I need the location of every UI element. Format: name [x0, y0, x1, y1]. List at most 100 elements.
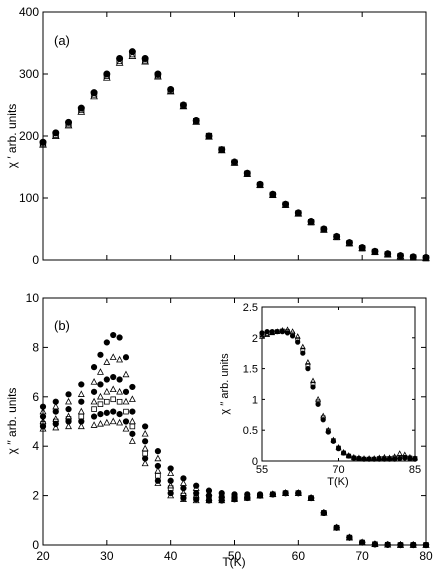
data-point	[97, 381, 104, 388]
data-point	[91, 406, 97, 412]
data-point	[129, 408, 136, 415]
data-point	[78, 106, 85, 114]
data-point	[290, 331, 295, 337]
data-point	[116, 57, 123, 65]
data-point	[386, 454, 393, 461]
data-point	[243, 494, 251, 501]
data-point	[142, 57, 149, 64]
data-point	[103, 387, 111, 395]
data-point	[90, 413, 98, 420]
data-point	[129, 423, 136, 430]
data-point	[109, 353, 117, 360]
data-point	[333, 523, 341, 531]
data-point	[397, 454, 403, 460]
x-tick-label: 50	[228, 549, 242, 563]
data-point	[269, 329, 276, 336]
data-point	[167, 491, 175, 499]
panel-a: 0 100 200 300 400 χ ′ arb. units (a)	[5, 5, 430, 267]
data-point	[154, 454, 162, 462]
data-point	[307, 494, 315, 501]
data-point	[376, 454, 383, 461]
data-point	[167, 87, 174, 94]
data-point	[294, 489, 302, 496]
data-point	[52, 408, 59, 415]
data-point	[305, 363, 311, 368]
data-point	[128, 437, 136, 444]
data-point	[122, 354, 130, 361]
data-point	[336, 445, 341, 451]
data-point	[315, 401, 321, 407]
data-point	[104, 398, 110, 405]
data-point	[64, 121, 73, 129]
data-point	[65, 391, 72, 398]
y-tick-label: 6	[32, 390, 39, 404]
data-point	[325, 426, 332, 433]
x-tick-label: 60	[292, 549, 306, 563]
data-point	[192, 496, 200, 504]
data-point	[110, 331, 117, 339]
data-point	[65, 418, 72, 425]
inset-background	[262, 307, 415, 461]
y-tick-label: 0	[32, 253, 39, 267]
data-point	[154, 462, 161, 470]
data-point	[244, 170, 251, 177]
data-point	[401, 451, 408, 458]
y-tick-label: 2	[32, 489, 39, 503]
data-point	[384, 540, 392, 548]
data-point	[331, 438, 336, 444]
data-point	[154, 70, 162, 78]
data-point	[122, 388, 130, 395]
inset-x-axis-label: T(K)	[327, 476, 348, 488]
data-point	[109, 417, 117, 425]
data-point	[141, 429, 149, 437]
data-point	[65, 422, 72, 430]
data-point	[315, 396, 322, 402]
data-point	[78, 418, 85, 425]
data-point	[269, 329, 275, 335]
data-point	[295, 339, 301, 345]
x-tick-label: 30	[100, 549, 114, 563]
data-point	[180, 485, 187, 492]
data-point	[128, 395, 136, 402]
data-point	[387, 456, 392, 461]
data-point	[142, 438, 149, 445]
data-point	[325, 428, 331, 434]
data-point	[397, 253, 404, 260]
data-point	[193, 118, 200, 125]
data-point	[356, 456, 362, 461]
data-point	[295, 337, 301, 343]
data-point	[282, 489, 290, 496]
panel-b-series-6	[39, 408, 430, 549]
panel-b-x-axis-label: T(K)	[222, 555, 245, 569]
data-point	[128, 51, 137, 59]
y-tick-label: 2	[252, 333, 258, 345]
y-tick-label: 0	[252, 456, 258, 468]
y-tick-label: 200	[19, 129, 39, 143]
data-point	[406, 453, 413, 460]
y-tick-label: 100	[19, 191, 39, 205]
x-tick-label: 80	[419, 549, 433, 563]
data-point	[330, 436, 337, 443]
data-point	[289, 328, 296, 334]
data-point	[274, 329, 280, 334]
x-tick-label: 85	[409, 464, 421, 476]
data-point	[116, 418, 124, 426]
data-point	[122, 370, 130, 378]
data-point	[167, 465, 174, 472]
inset-markers	[259, 326, 418, 462]
data-point	[333, 233, 340, 241]
data-point	[90, 91, 98, 100]
data-point	[300, 347, 306, 353]
x-tick-label: 20	[36, 549, 50, 563]
data-point	[167, 477, 174, 484]
data-point	[109, 385, 117, 393]
data-point	[402, 454, 408, 460]
data-point	[115, 58, 124, 66]
data-point	[90, 378, 98, 385]
data-point	[97, 410, 104, 418]
data-point	[96, 392, 104, 400]
data-point	[52, 131, 59, 138]
data-point	[320, 508, 328, 516]
data-point	[279, 327, 286, 333]
